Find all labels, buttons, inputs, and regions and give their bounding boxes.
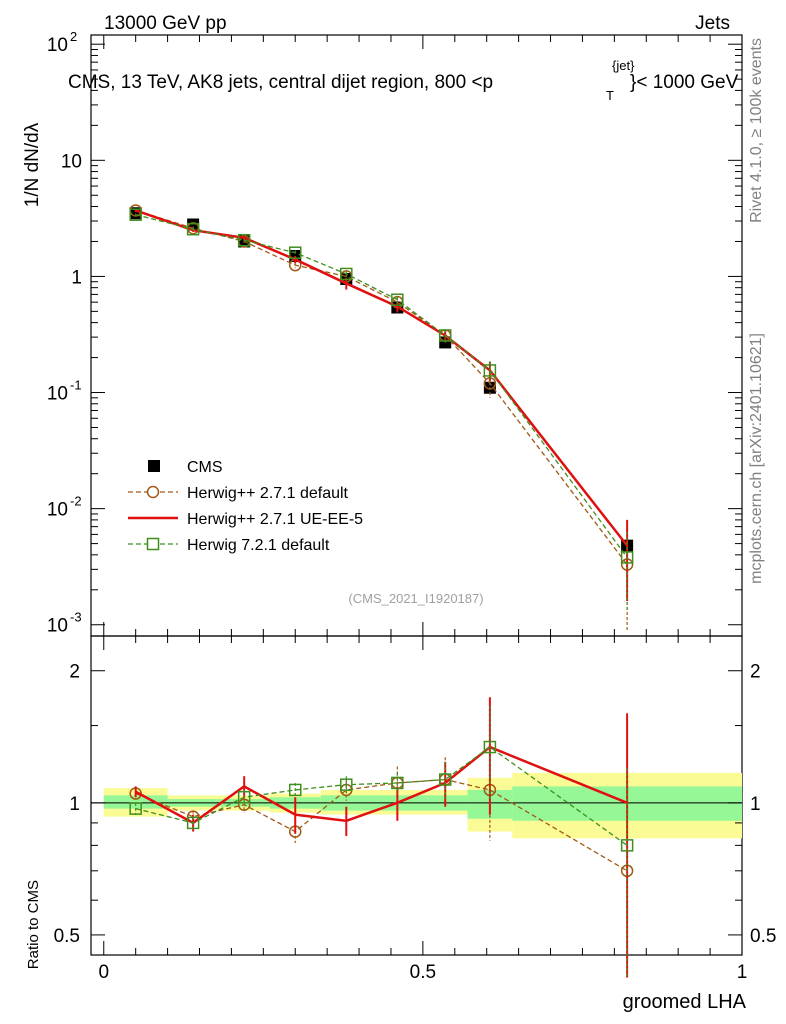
legend-label: Herwig++ 2.7.1 UE-EE-5: [187, 511, 363, 528]
title-superscript: {jet}: [612, 58, 635, 73]
legend-label: CMS: [187, 459, 223, 476]
y-tick-label: 10: [47, 616, 68, 637]
y-tick-exponent: -3: [70, 610, 82, 625]
data-marker: [237, 798, 251, 811]
title-suffix: }< 1000 GeV: [630, 72, 739, 93]
legend-entry: CMS: [148, 459, 223, 476]
legend-entry: Herwig++ 2.7.1 UE-EE-5: [128, 511, 363, 528]
y-tick-label: 10: [61, 151, 82, 172]
data-marker: [288, 246, 302, 259]
data-marker: [129, 802, 142, 815]
data-marker: [438, 773, 452, 786]
series-herwig_721: [129, 208, 634, 612]
y-tick-label: 1: [71, 267, 82, 288]
header-right: Jets: [695, 13, 730, 34]
side-label-top: Rivet 4.1.0, ≥ 100k events: [748, 38, 765, 223]
series-line: [135, 745, 628, 825]
y-axis-title-text: 1/N dN/dλ: [22, 122, 43, 207]
data-marker: [237, 233, 251, 247]
y-tick-exponent: -1: [70, 378, 82, 393]
ratio-series: [129, 697, 634, 978]
x-axis-label: groomed LHA: [623, 991, 747, 1013]
ratio-axes: 0.5 0.51 12 20 0.5 1: [54, 636, 776, 983]
series-herwig_721: [129, 706, 634, 978]
data-marker: [483, 740, 497, 754]
legend-entry: Herwig 7.2.1 default: [128, 537, 330, 554]
ratio-y-tick-label-right: 1: [750, 794, 761, 815]
data-marker: [620, 839, 634, 852]
ratio-y-tick-label-right: 0.5: [750, 926, 776, 947]
ratio-uncertainty-bands: [103, 772, 742, 839]
data-marker: [438, 329, 452, 342]
data-marker: [483, 364, 497, 377]
data-marker: [237, 790, 251, 804]
series-line: [135, 209, 628, 565]
legend-label: Herwig 7.2.1 default: [187, 537, 330, 554]
analysis-tag: (CMS_2021_I1920187): [348, 591, 483, 606]
band-stat: [103, 795, 168, 809]
side-label-bottom: mcplots.cern.ch [arXiv:2401.10621]: [748, 333, 765, 584]
title-prefix: CMS, 13 TeV, AK8 jets, central dijet reg…: [68, 72, 493, 93]
data-marker: [288, 783, 302, 797]
data-marker: [620, 551, 634, 564]
y-tick-label: 10: [47, 384, 68, 405]
y-tick-exponent: 2: [70, 29, 77, 44]
series-line: [135, 214, 628, 558]
series-herwig_default: [129, 204, 634, 631]
data-marker: [340, 267, 353, 281]
legend-swatch-cms: [148, 460, 160, 472]
data-marker: [186, 222, 200, 236]
x-tick-label: 1: [737, 962, 748, 983]
data-marker: [340, 778, 353, 791]
x-tick-label: 0: [98, 962, 109, 983]
series-cms: [129, 207, 634, 555]
plot-title: CMS, 13 TeV, AK8 jets, central dijet reg…: [68, 72, 493, 93]
y-tick-label: 10: [47, 35, 68, 56]
ratio-y-tick-label: 1: [69, 794, 80, 815]
main-series: [129, 204, 634, 631]
data-marker: [186, 816, 200, 830]
legend-swatch-marker: [146, 485, 160, 499]
ratio-y-label: Ratio to CMS: [25, 880, 42, 969]
legend-swatch-marker: [146, 537, 160, 551]
main-y-axis-title: 1/N dN/dλ: [22, 122, 43, 207]
data-marker: [391, 776, 404, 790]
ratio-y-tick-label: 0.5: [54, 926, 80, 947]
legend-label: Herwig++ 2.7.1 default: [187, 485, 349, 502]
y-tick-label: 10: [47, 500, 68, 521]
ratio-y-tick-label-right: 2: [750, 662, 761, 683]
series-line: [135, 746, 628, 846]
data-marker: [129, 208, 142, 221]
title-subscript: T: [606, 88, 614, 103]
x-tick-label: 0.5: [410, 962, 436, 983]
legend-entry: Herwig++ 2.7.1 default: [128, 485, 349, 502]
legend: CMS Herwig++ 2.7.1 default Herwig++ 2.7.1 …: [128, 459, 363, 554]
y-tick-exponent: -2: [70, 494, 82, 509]
series-line: [135, 778, 628, 872]
ratio-y-tick-label: 2: [69, 662, 80, 683]
data-marker: [391, 293, 404, 306]
header-left: 13000 GeV pp: [104, 13, 227, 34]
